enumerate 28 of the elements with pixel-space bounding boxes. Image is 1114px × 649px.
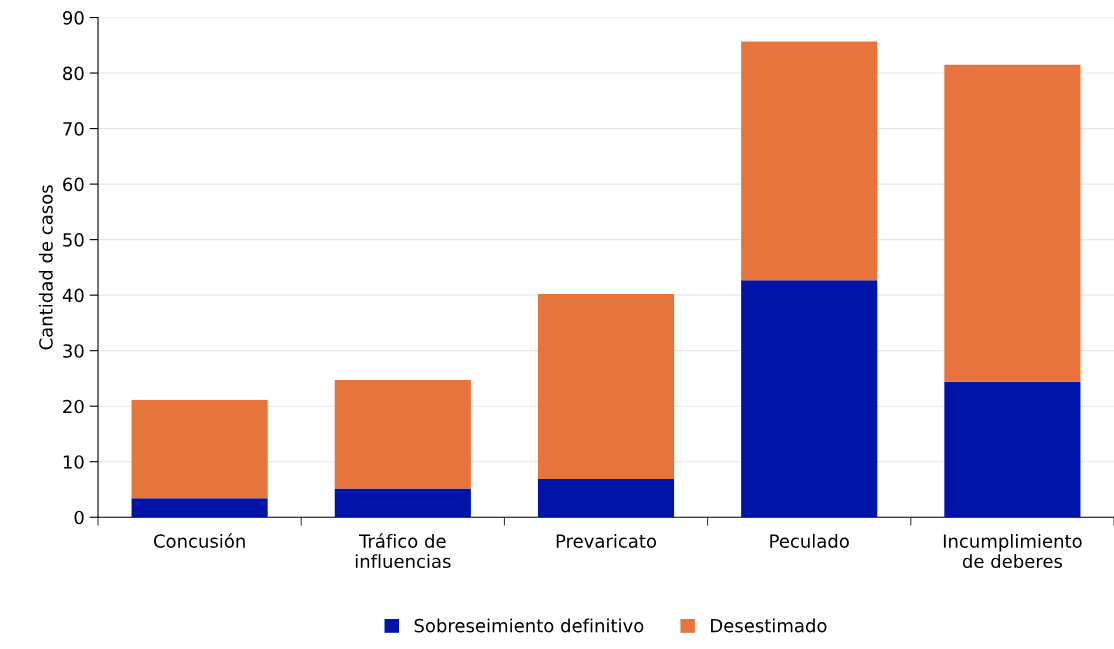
y-tick-label: 20 [63, 399, 84, 414]
y-axis-title: Cantidad de casos [38, 185, 53, 350]
y-tick-label: 30 [63, 344, 84, 358]
legend-label: Desestimado [711, 618, 827, 633]
bar [944, 64, 1081, 382]
bar [741, 280, 878, 518]
y-tick-label: 10 [63, 455, 84, 469]
y-tick-label: 0 [74, 510, 84, 525]
y-tick-label: 50 [63, 233, 84, 247]
x-tick-label: Incumplimiento de deberes [943, 533, 1082, 569]
bar [944, 381, 1081, 518]
x-tick-label: Concusión [153, 533, 245, 548]
y-tick-label: 60 [63, 177, 84, 192]
y-tick-label: 70 [63, 122, 84, 136]
bar [741, 41, 878, 281]
y-tick-label: 80 [63, 66, 84, 81]
x-tick-label: Tráfico de influencias [355, 533, 451, 569]
y-tick-label: 40 [62, 288, 84, 303]
bar [537, 294, 675, 479]
bar [334, 380, 471, 489]
bar [334, 488, 471, 518]
bar [537, 478, 675, 518]
legend-label: Sobreseimiento definitivo [414, 618, 644, 633]
x-tick-label: Peculado [770, 533, 849, 548]
bar [131, 498, 268, 518]
bar [131, 400, 268, 499]
x-tick-label: Prevaricato [556, 533, 657, 548]
y-tick-label: 90 [63, 10, 84, 25]
